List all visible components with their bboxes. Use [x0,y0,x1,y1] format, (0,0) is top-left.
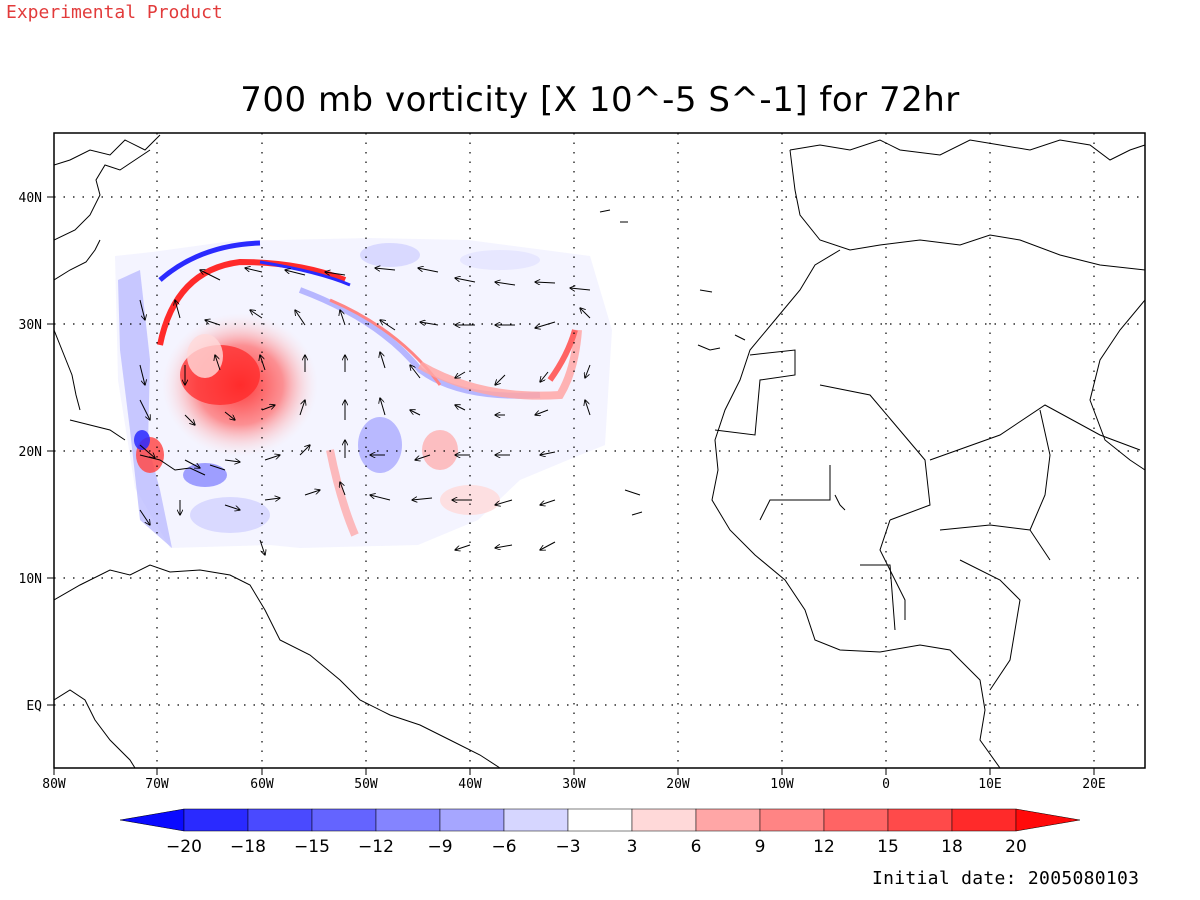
colorbar-label: −18 [230,837,266,857]
north-america-coast [54,134,161,281]
initial-date: Initial date: 2005080103 [872,868,1140,889]
lon-label: 0 [882,777,890,792]
colorbar-cell [823,808,889,832]
lon-label: 60W [250,777,274,792]
colorbar-min-arrow [119,808,185,832]
colorbar-cell [887,808,953,832]
colorbar-labels: −20 −18 −15 −12 −9 −6 −3 3 6 9 12 15 18 20 [166,837,1027,857]
gridlines [54,133,1145,768]
lat-label: 10N [19,572,42,587]
colorbar-label: 20 [1005,837,1027,857]
colorbar-label: 12 [813,837,835,857]
lat-label: 40N [19,191,42,206]
lon-label: 50W [354,777,378,792]
lon-label: 20W [666,777,690,792]
lat-label: EQ [26,699,42,714]
colorbar-label: −9 [427,837,452,857]
lon-label: 10W [770,777,794,792]
latitude-labels: 40N 30N 20N 10N EQ [19,191,43,714]
coastlines [54,134,1145,768]
colorbar-label: 15 [877,837,899,857]
islands [599,209,846,516]
lon-label: 80W [42,777,66,792]
africa-coast [711,249,1145,768]
colorbar-cell [951,808,1017,832]
longitude-labels: 80W 70W 60W 50W 40W 30W 20W 10W 0 10E 20… [42,777,1105,792]
colorbar-cell [631,808,697,832]
colorbar-label: 3 [627,837,638,857]
colorbar-cells [183,808,1017,832]
vorticity-field [115,238,612,548]
colorbar-label: −6 [491,837,516,857]
africa-borders [714,349,1141,691]
colorbar-label: −3 [555,837,580,857]
colorbar-label: 18 [941,837,963,857]
colorbar-cell [311,808,377,832]
colorbar-cell [567,808,633,832]
lat-label: 20N [19,445,42,460]
colorbar-cell [439,808,505,832]
lon-label: 10E [978,777,1001,792]
south-america-coast [54,564,501,768]
lon-label: 40W [458,777,482,792]
colorbar-label: 6 [691,837,702,857]
map-title: 700 mb vorticity [X 10^-5 S^-1] for 72hr [240,80,960,120]
lon-label: 20E [1082,777,1105,792]
colorbar-cell [247,808,313,832]
colorbar: −20 −18 −15 −12 −9 −6 −3 3 6 9 12 15 18 20 [119,808,1081,857]
colorbar-cell [183,808,249,832]
experimental-product-banner: Experimental Product [6,2,223,23]
colorbar-cell [759,808,825,832]
colorbar-label: −20 [166,837,202,857]
europe-coast [789,139,1145,271]
lon-label: 70W [145,777,169,792]
colorbar-label: −12 [358,837,394,857]
axis-ticks [47,196,1095,775]
lat-label: 30N [19,318,42,333]
colorbar-max-arrow [1015,808,1081,832]
colorbar-cell [695,808,761,832]
caribbean-coast [54,329,226,476]
lon-label: 30W [562,777,586,792]
colorbar-cell [375,808,441,832]
colorbar-label: −15 [294,837,330,857]
colorbar-label: 9 [755,837,766,857]
colorbar-cell [503,808,569,832]
